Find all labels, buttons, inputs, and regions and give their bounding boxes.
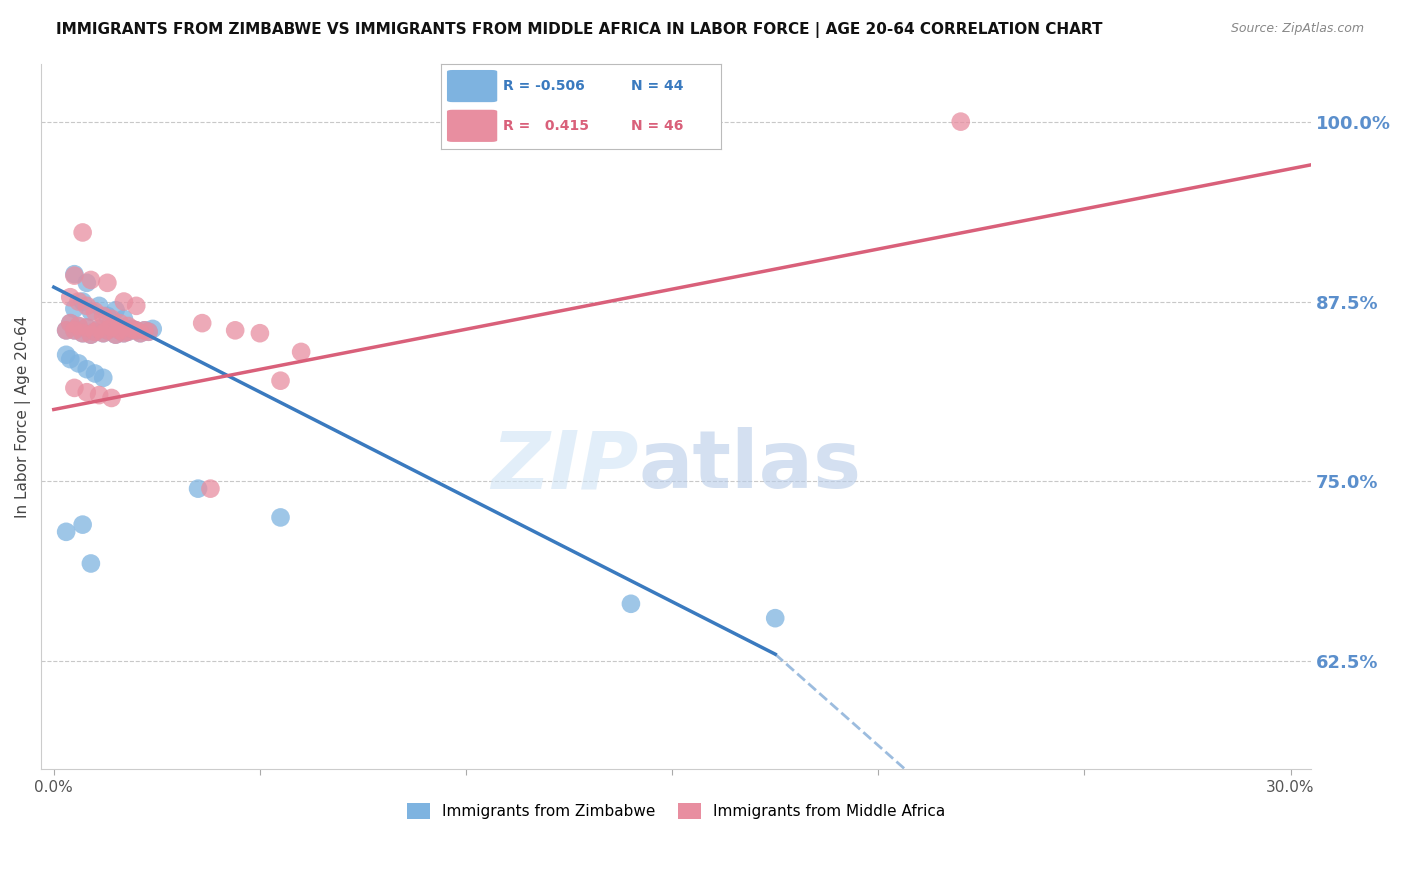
Point (67, 318, 90, 333)
Point (112, 326, 135, 341)
Point (63, 267, 86, 281)
Point (142, 322, 165, 336)
Point (100, 311, 122, 326)
Point (67, 356, 90, 370)
Point (125, 323, 148, 337)
Point (76, 320, 98, 334)
Point (63, 301, 86, 316)
Text: ZIP: ZIP (491, 427, 638, 505)
Point (72, 294, 94, 309)
Point (187, 482, 209, 496)
Point (89, 322, 111, 336)
Point (117, 325, 139, 339)
Point (138, 325, 160, 339)
Text: IMMIGRANTS FROM ZIMBABWE VS IMMIGRANTS FROM MIDDLE AFRICA IN LABOR FORCE | AGE 2: IMMIGRANTS FROM ZIMBABWE VS IMMIGRANTS F… (56, 22, 1102, 38)
Point (55, 524, 77, 539)
Point (191, 316, 214, 330)
Text: Source: ZipAtlas.com: Source: ZipAtlas.com (1230, 22, 1364, 36)
Point (112, 294, 135, 309)
Point (91, 309, 114, 323)
Point (620, 597, 643, 611)
Text: atlas: atlas (638, 427, 862, 505)
Point (117, 318, 139, 333)
Point (63, 268, 86, 283)
Point (80, 304, 103, 318)
Point (63, 323, 86, 337)
Point (117, 325, 139, 339)
Point (76, 385, 98, 400)
Point (84, 304, 107, 318)
Point (72, 517, 94, 532)
Point (125, 323, 148, 337)
Point (72, 326, 94, 341)
Point (91, 371, 114, 385)
Point (121, 322, 143, 336)
Point (134, 323, 156, 337)
Point (249, 326, 271, 341)
Point (104, 327, 127, 342)
Point (270, 510, 292, 524)
Point (290, 345, 312, 359)
Point (84, 367, 107, 381)
Point (55, 323, 77, 337)
Point (108, 316, 131, 330)
Point (91, 326, 114, 341)
Point (138, 325, 160, 339)
Point (72, 326, 94, 341)
Point (100, 320, 122, 334)
Point (129, 326, 152, 341)
Point (59, 316, 82, 330)
Point (55, 323, 77, 337)
Point (104, 327, 127, 342)
Point (108, 323, 131, 337)
Point (80, 273, 103, 287)
Point (100, 391, 122, 405)
Point (224, 323, 246, 337)
Point (76, 362, 98, 376)
Point (89, 299, 111, 313)
Point (134, 323, 156, 337)
Point (67, 318, 90, 333)
Legend: Immigrants from Zimbabwe, Immigrants from Middle Africa: Immigrants from Zimbabwe, Immigrants fro… (401, 797, 952, 825)
Point (121, 322, 143, 336)
Point (100, 320, 122, 334)
Point (96, 309, 118, 323)
Point (104, 303, 127, 318)
Point (200, 482, 222, 496)
Point (59, 352, 82, 367)
Point (80, 327, 103, 342)
Point (76, 276, 98, 290)
Point (112, 311, 135, 326)
Point (96, 323, 118, 337)
Point (72, 226, 94, 240)
Point (63, 381, 86, 395)
Point (67, 294, 90, 309)
Point (96, 323, 118, 337)
Point (84, 325, 107, 339)
Point (129, 326, 152, 341)
Point (112, 326, 135, 341)
Point (84, 325, 107, 339)
Point (89, 322, 111, 336)
Point (59, 316, 82, 330)
Point (59, 290, 82, 304)
Point (125, 299, 148, 313)
Point (89, 388, 111, 402)
Point (763, 611, 786, 625)
Point (55, 348, 77, 362)
Point (76, 299, 98, 313)
Point (270, 374, 292, 388)
Y-axis label: In Labor Force | Age 20-64: In Labor Force | Age 20-64 (15, 316, 31, 518)
Point (96, 276, 118, 290)
Point (80, 557, 103, 571)
Point (63, 323, 86, 337)
Point (80, 327, 103, 342)
Point (76, 320, 98, 334)
Point (91, 326, 114, 341)
Point (108, 323, 131, 337)
Point (949, 114, 972, 128)
